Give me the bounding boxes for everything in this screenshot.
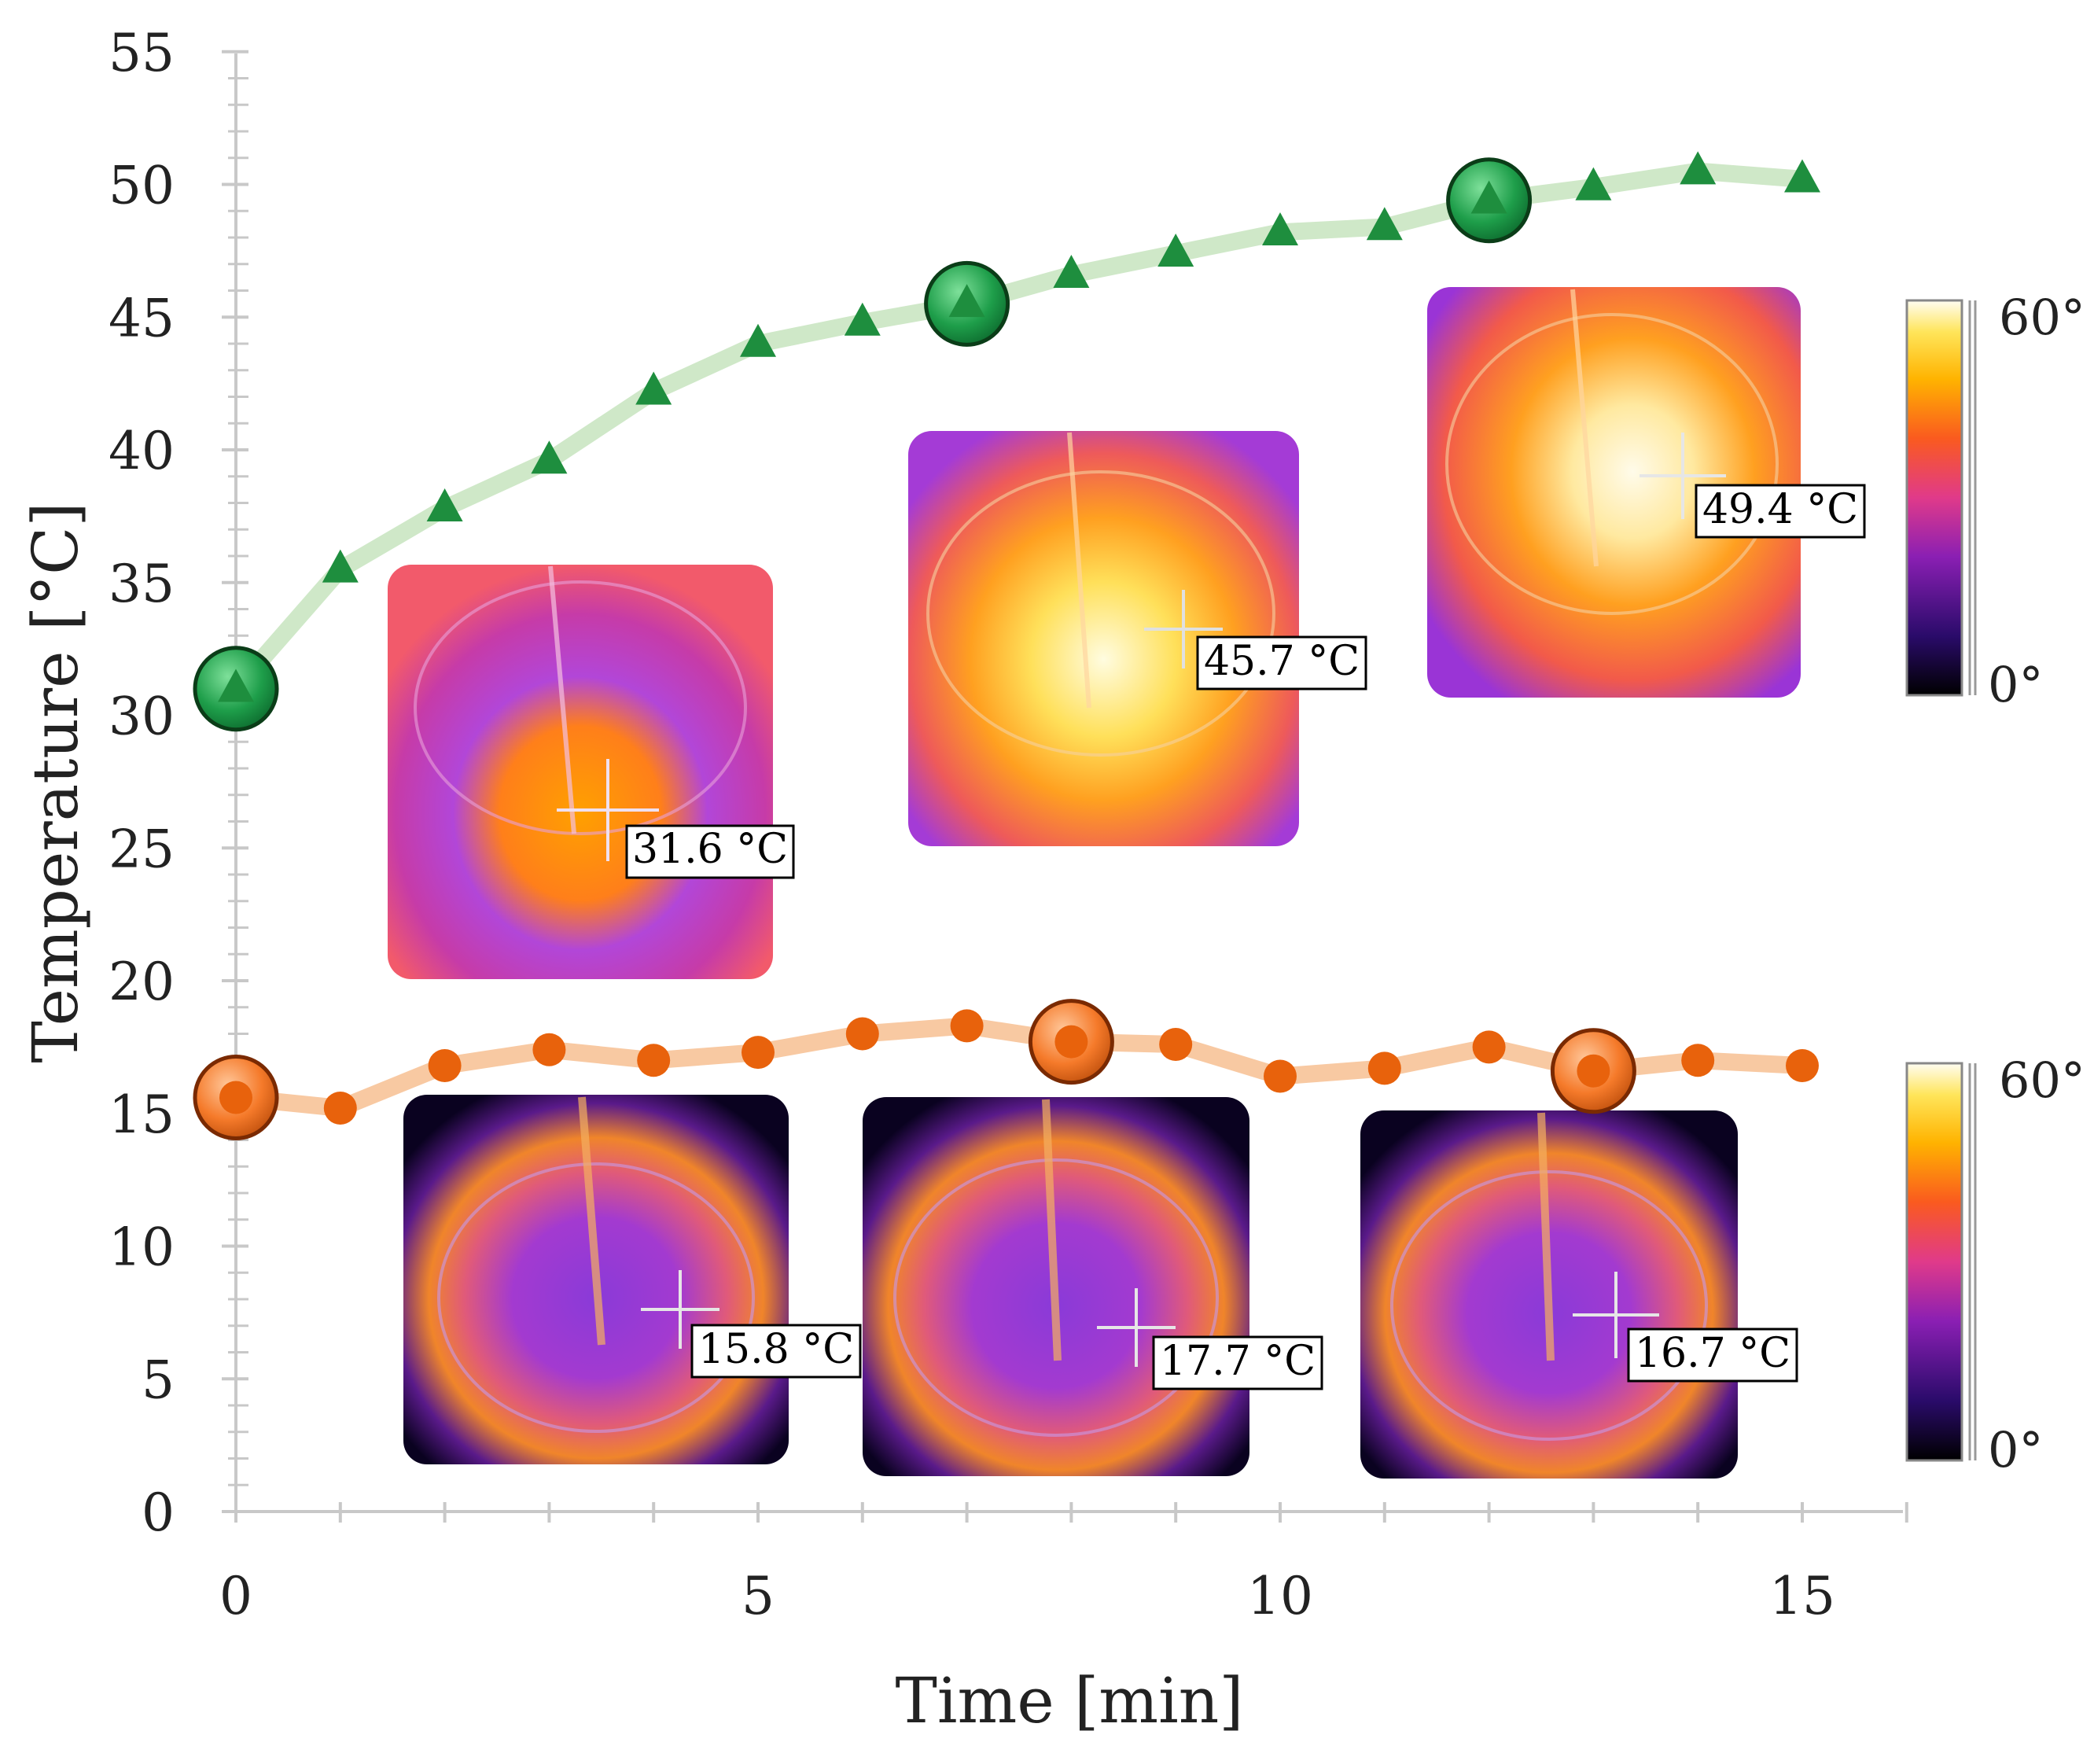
y-tick-label: 50 bbox=[109, 156, 175, 216]
y-tick-label: 40 bbox=[109, 421, 175, 481]
thermal-image-upper-3: 49.4 °C bbox=[1427, 287, 1866, 698]
thermal-image-upper-3-label: 49.4 °C bbox=[1702, 486, 1858, 533]
thermal-image-lower-2-label: 17.7 °C bbox=[1160, 1338, 1316, 1385]
reference-data-point bbox=[1681, 1044, 1715, 1077]
x-tick-label: 5 bbox=[742, 1566, 775, 1626]
heated-data-point bbox=[1470, 180, 1507, 214]
reference-data-point bbox=[323, 1092, 357, 1125]
heated-series-markers bbox=[193, 151, 1820, 732]
heated-data-point bbox=[740, 323, 776, 357]
y-tick-label: 45 bbox=[109, 288, 175, 348]
y-axis-ticks: 0 5 10 15 20 25 30 35 40 45 50 55 bbox=[109, 23, 248, 1543]
x-axis-label: Time [min] bbox=[896, 1664, 1244, 1737]
heated-data-point bbox=[1784, 159, 1820, 193]
x-tick-label: 0 bbox=[219, 1566, 252, 1626]
thermal-image-lower-1: 15.8 °C bbox=[403, 1095, 862, 1464]
reference-series-line bbox=[227, 1017, 1811, 1117]
reference-data-point bbox=[637, 1044, 671, 1077]
heated-data-point bbox=[1157, 234, 1194, 267]
thermal-image-upper-1-label: 31.6 °C bbox=[632, 826, 788, 873]
heated-data-point bbox=[1575, 167, 1612, 201]
x-tick-label: 10 bbox=[1247, 1566, 1313, 1626]
heated-data-point bbox=[218, 668, 254, 702]
thermal-image-lower-2: 17.7 °C bbox=[863, 1097, 1323, 1476]
y-tick-label: 0 bbox=[142, 1482, 175, 1543]
reference-data-point bbox=[1786, 1049, 1819, 1082]
reference-data-point bbox=[1159, 1028, 1193, 1061]
thermal-image-lower-1-label: 15.8 °C bbox=[698, 1326, 854, 1373]
thermal-image-upper-2-label: 45.7 °C bbox=[1204, 638, 1360, 685]
reference-data-point bbox=[1367, 1051, 1401, 1085]
colorbar-upper: 60° 0° bbox=[1905, 289, 2085, 713]
heated-data-point bbox=[1053, 255, 1090, 289]
reference-data-point bbox=[845, 1017, 879, 1051]
reference-data-point bbox=[1577, 1054, 1610, 1088]
reference-data-point bbox=[219, 1081, 252, 1114]
heated-data-point bbox=[1262, 212, 1298, 246]
x-tick-label: 15 bbox=[1769, 1566, 1835, 1626]
reference-data-point bbox=[742, 1036, 775, 1070]
y-tick-label: 30 bbox=[109, 687, 175, 747]
heated-data-point bbox=[1366, 207, 1403, 241]
heated-data-point bbox=[1680, 151, 1717, 185]
reference-data-point bbox=[1264, 1059, 1297, 1093]
reference-data-point bbox=[1054, 1025, 1088, 1059]
y-tick-label: 55 bbox=[109, 23, 175, 83]
heated-data-point bbox=[426, 488, 463, 522]
x-axis-ticks: 0 5 10 15 bbox=[219, 1502, 1908, 1626]
heated-data-point bbox=[322, 549, 359, 583]
reference-data-point bbox=[950, 1009, 984, 1043]
heated-data-point bbox=[844, 302, 881, 336]
heated-data-point bbox=[635, 371, 672, 405]
y-tick-label: 25 bbox=[109, 819, 175, 879]
heated-data-point bbox=[531, 440, 568, 474]
reference-data-point bbox=[532, 1033, 566, 1066]
colorbar-lower-min-label: 0° bbox=[1988, 1421, 2043, 1479]
thermal-image-upper-1: 31.6 °C bbox=[388, 565, 795, 979]
reference-series-markers bbox=[193, 999, 1819, 1140]
y-tick-label: 15 bbox=[109, 1085, 175, 1145]
thermal-image-lower-3: 16.7 °C bbox=[1360, 1110, 1798, 1479]
reference-data-point bbox=[428, 1049, 462, 1082]
thermal-image-lower-3-label: 16.7 °C bbox=[1635, 1330, 1790, 1377]
colorbar-upper-max-label: 60° bbox=[1999, 289, 2085, 346]
y-tick-label: 35 bbox=[109, 554, 175, 614]
heated-data-point bbox=[948, 284, 985, 318]
heated-series-line bbox=[227, 162, 1811, 698]
y-tick-label: 20 bbox=[109, 952, 175, 1012]
thermal-image-upper-2: 45.7 °C bbox=[908, 431, 1367, 846]
reference-data-point bbox=[1472, 1030, 1506, 1064]
colorbar-lower-max-label: 60° bbox=[1999, 1051, 2085, 1109]
y-tick-label: 5 bbox=[142, 1350, 175, 1410]
colorbar-upper-min-label: 0° bbox=[1988, 656, 2043, 713]
y-tick-label: 10 bbox=[109, 1217, 175, 1278]
y-axis-label: Temperature [°C] bbox=[19, 502, 92, 1062]
colorbar-lower: 60° 0° bbox=[1905, 1051, 2085, 1479]
